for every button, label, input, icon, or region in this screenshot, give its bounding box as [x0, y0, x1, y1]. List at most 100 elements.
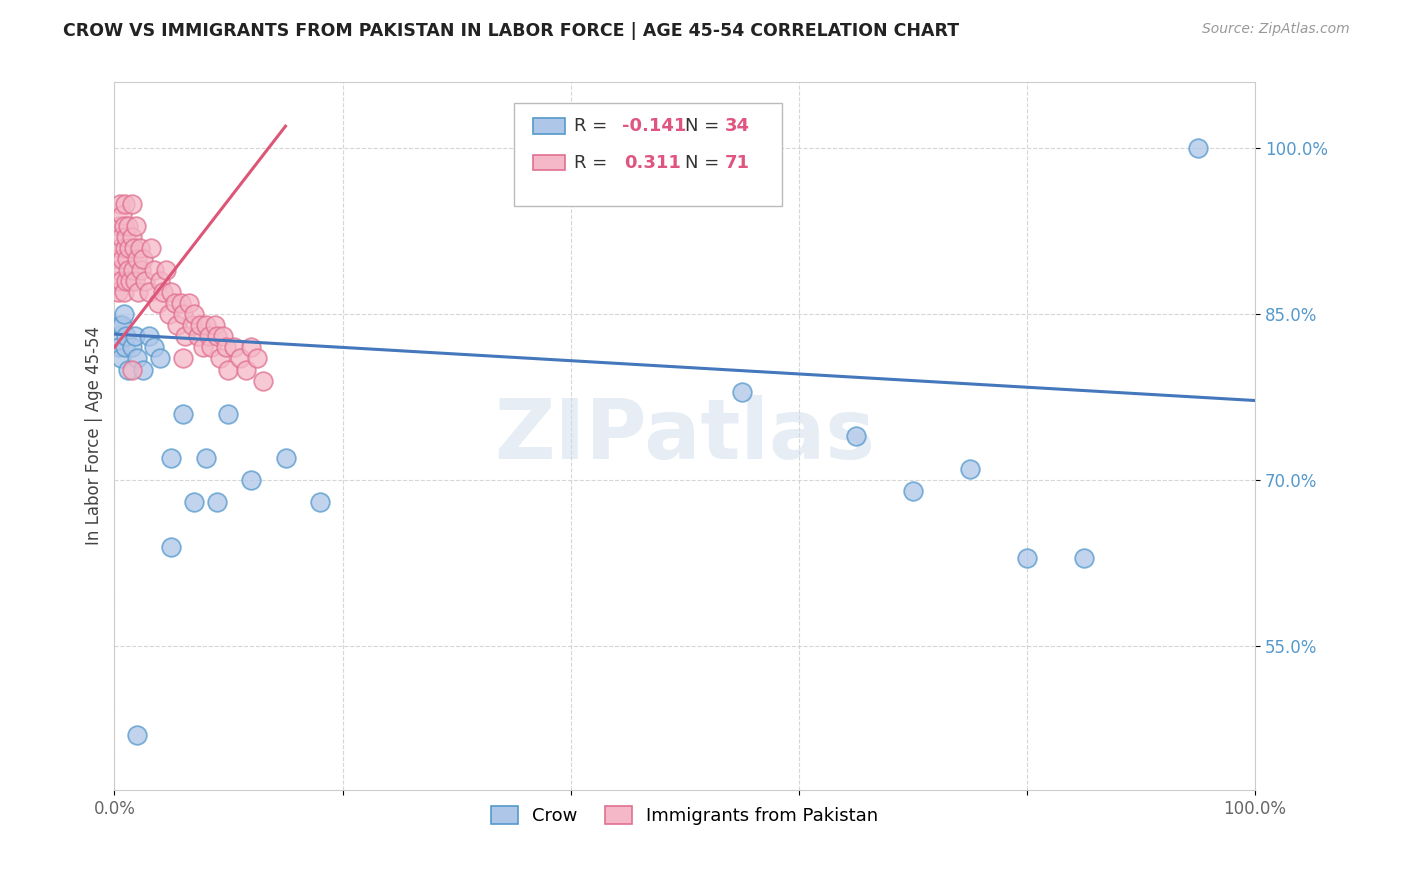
- Point: [108, 219, 131, 233]
- Text: ZIPatlas: ZIPatlas: [495, 395, 875, 476]
- Point: [166, 318, 188, 333]
- Point: [177, 296, 200, 310]
- Point: [111, 318, 134, 333]
- Point: [108, 196, 131, 211]
- Point: [114, 229, 136, 244]
- Point: [194, 450, 217, 465]
- Text: N =: N =: [685, 153, 718, 171]
- Point: [114, 329, 136, 343]
- Point: [124, 274, 146, 288]
- Point: [181, 318, 204, 333]
- Point: [132, 362, 155, 376]
- Bar: [533, 118, 565, 134]
- Point: [114, 196, 136, 211]
- Legend: Crow, Immigrants from Pakistan: Crow, Immigrants from Pakistan: [482, 797, 887, 834]
- Point: [127, 728, 149, 742]
- Point: [139, 241, 162, 255]
- Point: [105, 274, 128, 288]
- Text: 71: 71: [724, 153, 749, 171]
- Point: [187, 329, 209, 343]
- Point: [120, 274, 142, 288]
- Point: [235, 362, 257, 376]
- Point: [252, 374, 274, 388]
- Point: [246, 351, 269, 366]
- Point: [193, 340, 215, 354]
- Point: [149, 274, 172, 288]
- Point: [901, 484, 924, 499]
- Point: [107, 329, 129, 343]
- Text: R =: R =: [574, 117, 607, 135]
- Text: CROW VS IMMIGRANTS FROM PAKISTAN IN LABOR FORCE | AGE 45-54 CORRELATION CHART: CROW VS IMMIGRANTS FROM PAKISTAN IN LABO…: [63, 22, 959, 40]
- Point: [143, 340, 166, 354]
- Point: [121, 196, 143, 211]
- Point: [110, 229, 132, 244]
- Point: [121, 263, 143, 277]
- Point: [127, 285, 149, 299]
- Point: [117, 219, 139, 233]
- Point: [959, 462, 981, 476]
- Point: [1187, 141, 1209, 155]
- Point: [160, 450, 183, 465]
- Point: [121, 229, 143, 244]
- Point: [183, 495, 205, 509]
- Point: [114, 241, 136, 255]
- Point: [121, 340, 143, 354]
- Point: [209, 351, 232, 366]
- Point: [172, 407, 194, 421]
- Point: [110, 351, 132, 366]
- Point: [125, 219, 148, 233]
- Point: [845, 429, 868, 443]
- Text: 34: 34: [724, 117, 749, 135]
- Point: [1073, 550, 1095, 565]
- Point: [211, 329, 233, 343]
- Point: [108, 340, 131, 354]
- Point: [157, 307, 180, 321]
- Point: [118, 241, 141, 255]
- Text: Source: ZipAtlas.com: Source: ZipAtlas.com: [1202, 22, 1350, 37]
- Point: [160, 285, 183, 299]
- Point: [112, 219, 135, 233]
- Point: [138, 329, 160, 343]
- Point: [217, 362, 239, 376]
- Point: [229, 351, 252, 366]
- Point: [308, 495, 330, 509]
- Point: [112, 307, 135, 321]
- Point: [217, 407, 239, 421]
- Point: [134, 274, 156, 288]
- Point: [112, 285, 135, 299]
- Text: R =: R =: [574, 153, 607, 171]
- Point: [731, 384, 754, 399]
- Point: [117, 263, 139, 277]
- Point: [114, 274, 136, 288]
- Point: [155, 263, 177, 277]
- Point: [107, 285, 129, 299]
- Point: [205, 495, 228, 509]
- Bar: [533, 155, 565, 170]
- Point: [194, 318, 217, 333]
- Point: [128, 241, 150, 255]
- Point: [138, 285, 160, 299]
- Point: [108, 318, 131, 333]
- Point: [163, 296, 186, 310]
- Point: [121, 362, 143, 376]
- Point: [108, 241, 131, 255]
- Point: [198, 329, 221, 343]
- Point: [274, 450, 297, 465]
- Point: [149, 351, 172, 366]
- Point: [122, 241, 145, 255]
- Y-axis label: In Labor Force | Age 45-54: In Labor Force | Age 45-54: [86, 326, 103, 545]
- Point: [172, 351, 194, 366]
- Point: [110, 274, 132, 288]
- Point: [240, 473, 263, 487]
- Point: [129, 263, 152, 277]
- Point: [188, 318, 211, 333]
- Point: [240, 340, 263, 354]
- Point: [115, 252, 138, 266]
- Point: [127, 252, 149, 266]
- Point: [108, 263, 131, 277]
- Point: [132, 252, 155, 266]
- Point: [111, 208, 134, 222]
- Point: [160, 540, 183, 554]
- Point: [169, 296, 191, 310]
- Point: [152, 285, 174, 299]
